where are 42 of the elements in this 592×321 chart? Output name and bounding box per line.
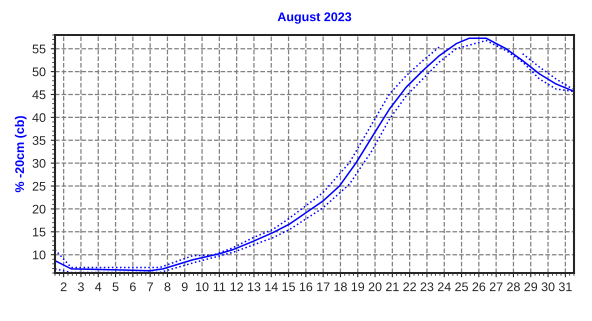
x-tick-label: 30 [542, 282, 555, 292]
y-axis-title: % -20cm (cb) [14, 116, 27, 192]
x-tick-label: 6 [130, 282, 136, 292]
x-tick-label: 18 [334, 282, 347, 292]
y-tick-label: 25 [32, 182, 46, 191]
x-tick-label: 24 [438, 282, 451, 292]
x-tick-label: 15 [282, 282, 295, 292]
x-tick-label: 13 [248, 282, 260, 292]
y-tick-label: 30 [32, 158, 46, 168]
x-tick-label: 23 [420, 282, 434, 292]
y-tick-label: 50 [32, 67, 46, 76]
x-tick-label: 5 [112, 282, 118, 292]
x-tick-label: 10 [196, 282, 209, 292]
chart-title: August 2023 [278, 12, 352, 24]
x-tick-label: 16 [300, 282, 312, 292]
x-tick-label: 14 [265, 282, 278, 292]
x-tick-label: 21 [386, 282, 399, 292]
y-tick-label: 35 [32, 136, 46, 145]
x-tick-label: 12 [230, 282, 243, 292]
y-tick-label: 15 [33, 228, 46, 236]
y-tick-label: 20 [32, 204, 46, 214]
x-tick-label: 25 [455, 282, 468, 292]
x-tick-label: 17 [317, 282, 330, 292]
x-tick-label: 9 [182, 282, 188, 292]
x-tick-label: 26 [472, 282, 486, 292]
y-tick-label: 40 [32, 113, 46, 122]
y-tick-label: 55 [32, 44, 46, 54]
x-tick-label: 7 [147, 282, 153, 292]
x-tick-label: 8 [164, 282, 170, 292]
x-tick-label: 2 [60, 282, 66, 292]
x-tick-label: 4 [95, 282, 102, 292]
y-tick-label: 10 [33, 250, 46, 260]
x-tick-label: 31 [558, 282, 572, 292]
x-tick-label: 19 [352, 282, 364, 292]
x-tick-label: 11 [214, 282, 226, 292]
x-tick-label: 29 [524, 282, 538, 292]
x-tick-label: 3 [78, 282, 84, 292]
x-tick-label: 20 [368, 282, 382, 292]
x-tick-label: 27 [490, 282, 502, 292]
y-tick-label: 45 [32, 90, 46, 100]
x-tick-label: 28 [507, 282, 520, 292]
x-tick-label: 22 [403, 282, 416, 292]
